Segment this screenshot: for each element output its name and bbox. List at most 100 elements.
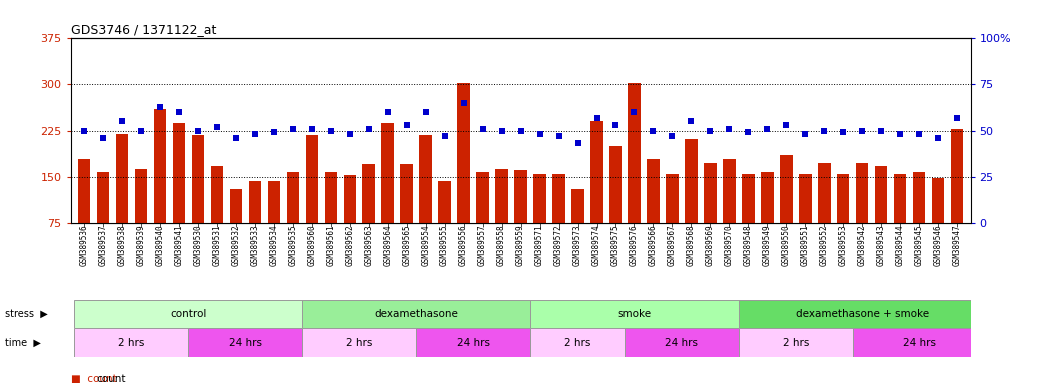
Text: GSM389551: GSM389551	[801, 224, 810, 266]
Text: stress  ▶: stress ▶	[5, 309, 48, 319]
Point	[740, 129, 757, 136]
Bar	[951, 129, 963, 223]
Text: GSM389558: GSM389558	[497, 224, 507, 266]
Bar	[305, 135, 318, 223]
Point	[589, 114, 605, 121]
Point	[417, 109, 434, 115]
Text: 2 hrs: 2 hrs	[118, 338, 144, 348]
Text: GSM389562: GSM389562	[346, 224, 354, 266]
Text: GSM389568: GSM389568	[687, 224, 695, 266]
Text: GSM389556: GSM389556	[459, 224, 468, 266]
Bar	[75, 328, 188, 357]
Point	[133, 127, 149, 134]
Bar	[530, 328, 625, 357]
Bar	[325, 172, 337, 223]
Point	[569, 141, 585, 147]
Text: GSM389560: GSM389560	[307, 224, 317, 266]
Text: GSM389573: GSM389573	[573, 224, 582, 266]
Bar	[552, 174, 565, 223]
Bar	[685, 139, 698, 223]
Text: GSM389533: GSM389533	[250, 224, 260, 266]
Text: GSM389566: GSM389566	[649, 224, 658, 266]
Bar	[932, 178, 945, 223]
Point	[474, 126, 491, 132]
Text: GSM389561: GSM389561	[326, 224, 335, 266]
Bar	[571, 189, 583, 223]
Point	[835, 129, 851, 136]
Bar	[739, 300, 986, 328]
Text: 2 hrs: 2 hrs	[565, 338, 591, 348]
Point	[379, 109, 395, 115]
Text: 24 hrs: 24 hrs	[457, 338, 490, 348]
Bar	[135, 169, 147, 223]
Bar	[286, 172, 299, 223]
Bar	[515, 170, 526, 223]
Bar	[229, 189, 242, 223]
Bar	[818, 163, 830, 223]
Text: 2 hrs: 2 hrs	[346, 338, 373, 348]
Text: 24 hrs: 24 hrs	[228, 338, 262, 348]
Bar	[172, 122, 185, 223]
Bar	[704, 163, 716, 223]
Point	[607, 122, 624, 128]
Text: GSM389572: GSM389572	[554, 224, 563, 266]
Bar	[913, 172, 926, 223]
Bar	[648, 159, 659, 223]
Point	[323, 127, 339, 134]
Point	[778, 122, 795, 128]
Bar	[382, 122, 393, 223]
Bar	[78, 159, 90, 223]
Text: 24 hrs: 24 hrs	[665, 338, 699, 348]
Text: GSM389557: GSM389557	[479, 224, 487, 266]
Point	[113, 118, 130, 124]
Point	[493, 127, 510, 134]
Bar	[115, 134, 128, 223]
Point	[949, 114, 965, 121]
Text: GSM389570: GSM389570	[725, 224, 734, 266]
Text: GSM389549: GSM389549	[763, 224, 772, 266]
Bar	[739, 328, 853, 357]
Point	[209, 124, 225, 130]
Bar	[838, 174, 849, 223]
Text: dexamethasone: dexamethasone	[374, 309, 458, 319]
Bar	[154, 109, 166, 223]
Text: dexamethasone + smoke: dexamethasone + smoke	[796, 309, 929, 319]
Text: GDS3746 / 1371122_at: GDS3746 / 1371122_at	[71, 23, 216, 36]
Text: GSM389555: GSM389555	[440, 224, 449, 266]
Point	[227, 135, 244, 141]
Bar	[666, 174, 679, 223]
Point	[266, 129, 282, 136]
Point	[284, 126, 301, 132]
Point	[930, 135, 947, 141]
Point	[702, 127, 718, 134]
Bar	[625, 328, 739, 357]
Point	[892, 131, 908, 137]
Point	[170, 109, 187, 115]
Point	[303, 126, 320, 132]
Text: GSM389544: GSM389544	[896, 224, 905, 266]
Text: GSM389535: GSM389535	[289, 224, 297, 266]
Bar	[495, 169, 508, 223]
Text: GSM389571: GSM389571	[535, 224, 544, 266]
Text: GSM389563: GSM389563	[364, 224, 374, 266]
Point	[816, 127, 832, 134]
Text: control: control	[170, 309, 207, 319]
Point	[246, 131, 263, 137]
Point	[721, 126, 738, 132]
Text: GSM389534: GSM389534	[269, 224, 278, 266]
Text: GSM389537: GSM389537	[99, 224, 107, 266]
Point	[550, 133, 567, 139]
Bar	[875, 166, 887, 223]
Text: GSM389541: GSM389541	[174, 224, 184, 266]
Bar	[761, 172, 773, 223]
Bar	[75, 300, 302, 328]
Bar	[530, 300, 739, 328]
Text: GSM389559: GSM389559	[516, 224, 525, 266]
Point	[683, 118, 700, 124]
Text: GSM389540: GSM389540	[156, 224, 164, 266]
Point	[797, 131, 814, 137]
Bar	[419, 135, 432, 223]
Bar	[458, 83, 470, 223]
Text: GSM389569: GSM389569	[706, 224, 715, 266]
Bar	[799, 174, 812, 223]
